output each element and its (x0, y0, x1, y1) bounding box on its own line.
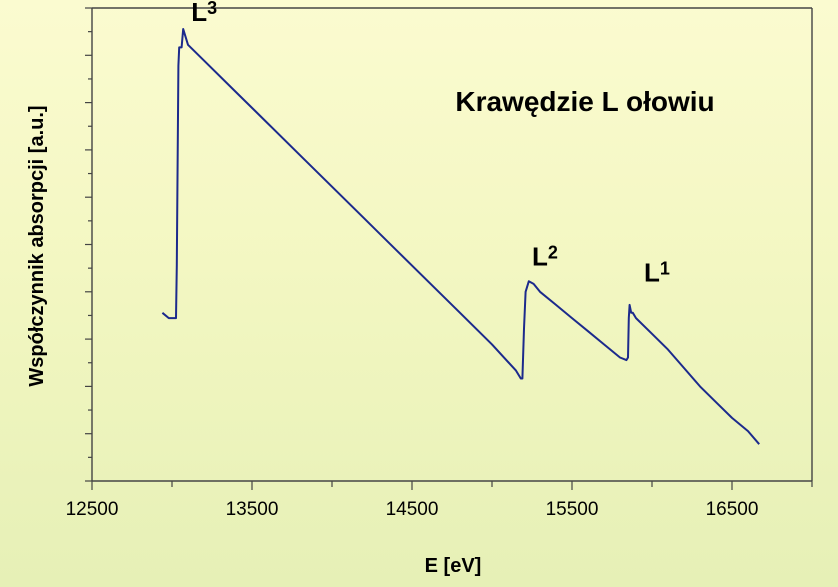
axes (91, 7, 813, 482)
absorption-series-line (161, 28, 760, 445)
edge-label-L2: L2 (532, 242, 558, 272)
x-tick-labels: 12500 13500 14500 15500 16500 (66, 499, 759, 520)
edge-label-L1: L1 (644, 257, 670, 287)
x-tick-label: 14500 (386, 499, 439, 520)
edge-label-L3: L3 (191, 0, 217, 27)
y-axis-title: Współczynnik absorpcji [a.u.] (26, 105, 48, 386)
x-tick-label: 16500 (706, 499, 759, 520)
axis-ticks (85, 7, 813, 490)
x-tick-label: 12500 (66, 499, 119, 520)
x-axis-title: E [eV] (425, 555, 482, 577)
x-tick-label: 13500 (226, 499, 279, 520)
chart-title: Krawędzie L ołowiu (455, 86, 714, 117)
edge-annotations: L3 L2 L1 (191, 0, 670, 287)
x-tick-label: 15500 (546, 499, 599, 520)
